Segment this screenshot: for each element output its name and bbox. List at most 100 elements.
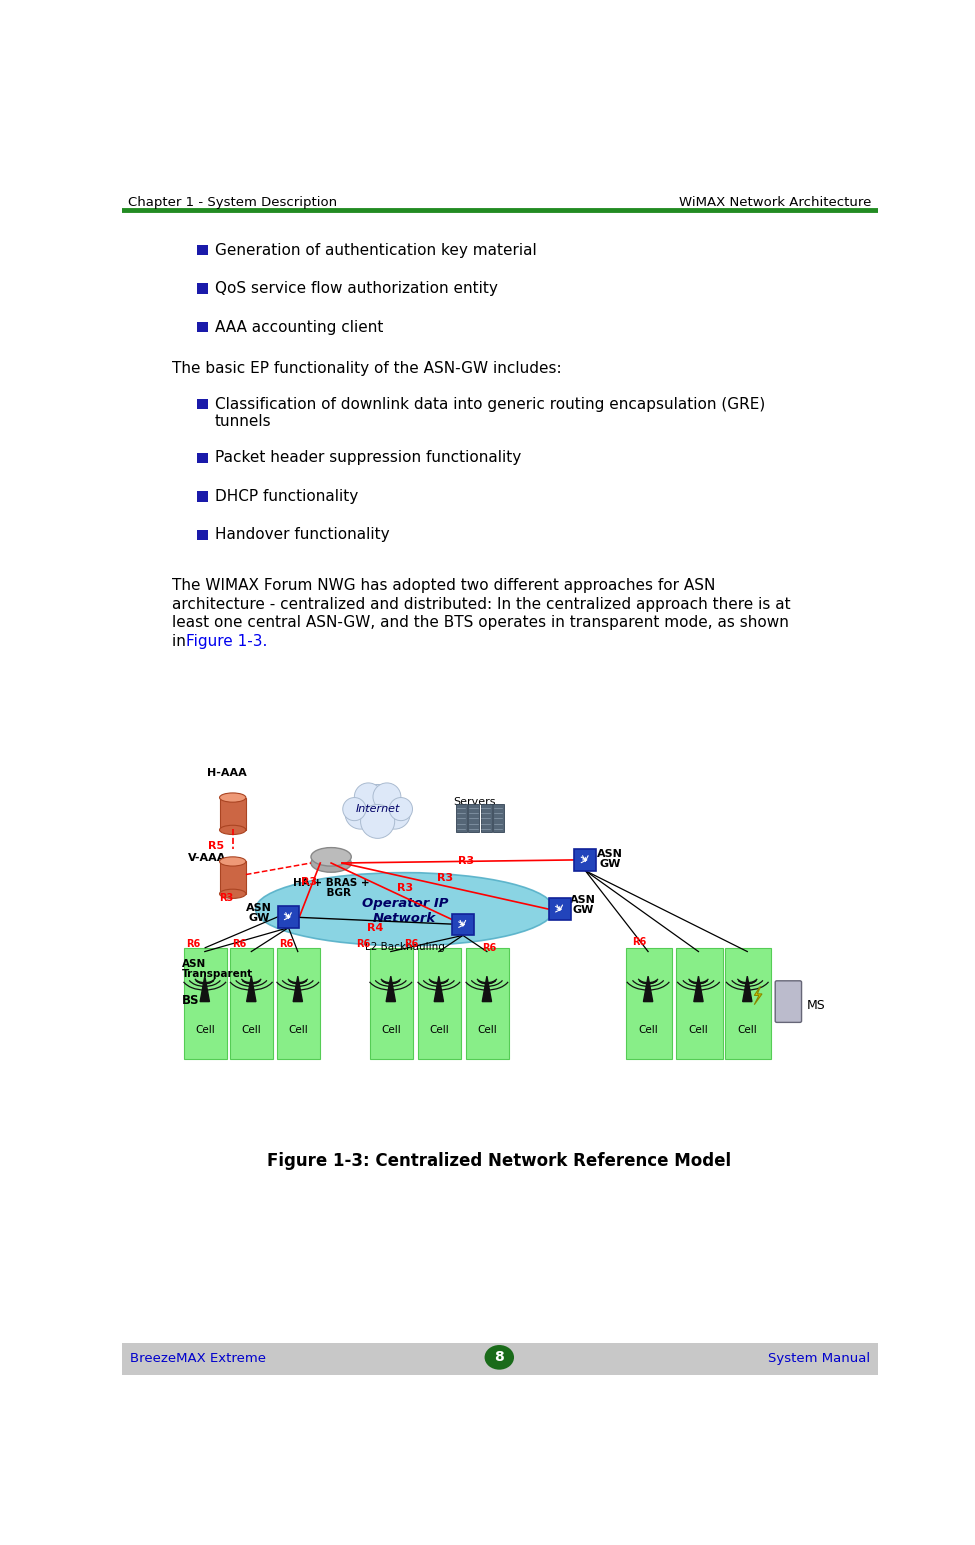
Bar — [468, 805, 479, 833]
Text: MS: MS — [807, 1000, 826, 1012]
Text: H-AAA: H-AAA — [207, 768, 247, 777]
Circle shape — [389, 797, 412, 820]
Text: Cell: Cell — [737, 1024, 758, 1035]
Text: R5: R5 — [208, 840, 223, 851]
Bar — [230, 947, 273, 1060]
Text: R6: R6 — [482, 942, 496, 953]
Bar — [676, 947, 722, 1060]
Circle shape — [373, 783, 401, 811]
Polygon shape — [644, 976, 652, 1001]
Text: Figure 1-3.: Figure 1-3. — [186, 633, 267, 649]
Bar — [574, 850, 596, 871]
Circle shape — [345, 799, 376, 830]
Ellipse shape — [485, 1346, 514, 1370]
Ellipse shape — [311, 854, 351, 873]
Text: ASN: ASN — [182, 959, 207, 969]
Bar — [219, 862, 246, 895]
Text: R3: R3 — [219, 893, 234, 902]
Text: R3: R3 — [437, 873, 453, 884]
Text: Cell: Cell — [381, 1024, 401, 1035]
Text: BreezeMAX Extreme: BreezeMAX Extreme — [130, 1352, 265, 1366]
Polygon shape — [483, 976, 491, 1001]
Bar — [278, 905, 299, 927]
Text: GW: GW — [600, 859, 621, 870]
Text: Cell: Cell — [288, 1024, 308, 1035]
Text: HA + BRAS +: HA + BRAS + — [292, 879, 370, 888]
Circle shape — [343, 797, 366, 820]
Text: Generation of authentication key material: Generation of authentication key materia… — [214, 243, 536, 258]
Text: BGR: BGR — [312, 888, 351, 898]
Bar — [197, 244, 208, 255]
FancyBboxPatch shape — [775, 981, 801, 1023]
Text: architecture - centralized and distributed: In the centralized approach there is: architecture - centralized and distribut… — [173, 596, 791, 612]
Polygon shape — [694, 976, 703, 1001]
Text: L2 Backhauling: L2 Backhauling — [365, 941, 445, 952]
Text: Cell: Cell — [195, 1024, 214, 1035]
Text: Cell: Cell — [688, 1024, 709, 1035]
Bar — [184, 947, 226, 1060]
Text: Cell: Cell — [639, 1024, 658, 1035]
Bar — [549, 899, 570, 919]
Text: The basic EP functionality of the ASN-GW includes:: The basic EP functionality of the ASN-GW… — [173, 362, 562, 375]
Bar — [197, 399, 208, 409]
Text: R6: R6 — [357, 939, 370, 949]
Text: Packet header suppression functionality: Packet header suppression functionality — [214, 451, 521, 465]
Text: R6: R6 — [633, 936, 646, 947]
Bar — [277, 947, 320, 1060]
Text: Cell: Cell — [242, 1024, 261, 1035]
Text: Transparent: Transparent — [182, 969, 254, 980]
Bar — [197, 491, 208, 502]
Bar — [219, 797, 246, 830]
Text: R6: R6 — [279, 939, 293, 949]
Text: Classification of downlink data into generic routing encapsulation (GRE): Classification of downlink data into gen… — [214, 397, 765, 411]
Text: DHCP functionality: DHCP functionality — [214, 488, 358, 504]
Text: R6: R6 — [405, 939, 419, 949]
Text: R3: R3 — [397, 882, 412, 893]
Polygon shape — [386, 976, 396, 1001]
Text: least one central ASN-GW, and the BTS operates in transparent mode, as shown: least one central ASN-GW, and the BTS op… — [173, 615, 789, 630]
Text: Handover functionality: Handover functionality — [214, 527, 389, 542]
Ellipse shape — [219, 793, 246, 802]
Text: R3: R3 — [301, 878, 318, 887]
Bar — [418, 947, 460, 1060]
Bar — [452, 913, 474, 935]
Text: Servers: Servers — [453, 797, 495, 806]
Bar — [370, 947, 412, 1060]
Text: ASN: ASN — [570, 896, 596, 905]
Bar — [481, 805, 491, 833]
Circle shape — [354, 785, 401, 831]
Text: Cell: Cell — [477, 1024, 497, 1035]
Text: ASN: ASN — [597, 850, 623, 859]
Bar — [197, 530, 208, 541]
Circle shape — [361, 805, 395, 839]
Text: tunnels: tunnels — [214, 414, 271, 428]
Text: R3: R3 — [458, 856, 474, 867]
Ellipse shape — [255, 873, 554, 946]
Circle shape — [379, 799, 410, 830]
Text: Network: Network — [373, 912, 437, 925]
Polygon shape — [743, 976, 752, 1001]
Bar — [466, 947, 509, 1060]
Polygon shape — [200, 976, 210, 1001]
Text: QoS service flow authorization entity: QoS service flow authorization entity — [214, 281, 498, 297]
Polygon shape — [434, 976, 444, 1001]
Text: Internet: Internet — [356, 803, 400, 814]
Text: R6: R6 — [186, 939, 200, 949]
Text: AAA accounting client: AAA accounting client — [214, 320, 383, 335]
Ellipse shape — [219, 857, 246, 867]
Text: Operator IP: Operator IP — [362, 896, 448, 910]
Text: R4: R4 — [368, 924, 383, 933]
Bar — [197, 453, 208, 463]
Text: ASN: ASN — [246, 902, 272, 913]
Bar — [197, 321, 208, 332]
Bar — [122, 1343, 878, 1375]
Text: The WIMAX Forum NWG has adopted two different approaches for ASN: The WIMAX Forum NWG has adopted two diff… — [173, 578, 716, 593]
Text: BS: BS — [182, 993, 200, 1007]
Text: 8: 8 — [494, 1350, 504, 1364]
Bar — [626, 947, 672, 1060]
Text: in: in — [173, 633, 191, 649]
Bar — [493, 805, 504, 833]
Polygon shape — [247, 976, 256, 1001]
Bar — [724, 947, 771, 1060]
Ellipse shape — [311, 848, 351, 867]
